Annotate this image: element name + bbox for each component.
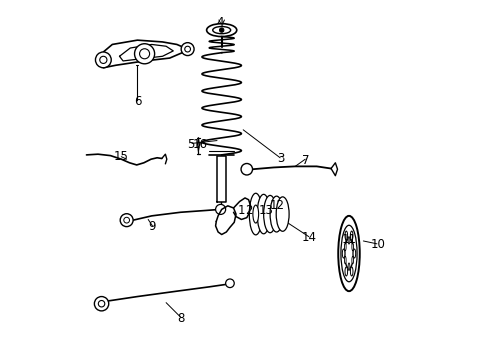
Ellipse shape <box>276 197 289 231</box>
Circle shape <box>185 46 191 52</box>
Circle shape <box>100 56 107 63</box>
Text: 7: 7 <box>302 154 310 167</box>
Text: 9: 9 <box>148 220 155 233</box>
Text: 13: 13 <box>259 204 274 217</box>
Ellipse shape <box>270 196 283 232</box>
Circle shape <box>225 279 234 288</box>
Ellipse shape <box>344 256 346 264</box>
Text: 8: 8 <box>177 311 184 325</box>
Ellipse shape <box>344 243 346 251</box>
Ellipse shape <box>249 193 262 235</box>
Circle shape <box>95 297 109 311</box>
Text: 14: 14 <box>302 231 317 244</box>
Ellipse shape <box>343 249 345 258</box>
Circle shape <box>220 28 224 32</box>
Circle shape <box>96 52 111 68</box>
Text: 1: 1 <box>238 204 245 217</box>
Polygon shape <box>234 198 250 220</box>
Ellipse shape <box>350 267 353 276</box>
Ellipse shape <box>353 249 356 258</box>
Text: 15: 15 <box>114 150 129 163</box>
Ellipse shape <box>345 231 347 240</box>
Text: 11: 11 <box>342 233 357 246</box>
Text: 10: 10 <box>370 238 385 251</box>
Ellipse shape <box>352 243 354 251</box>
Circle shape <box>181 42 194 55</box>
Polygon shape <box>216 206 236 234</box>
Circle shape <box>135 44 155 64</box>
Circle shape <box>140 49 149 59</box>
Circle shape <box>98 301 105 307</box>
Ellipse shape <box>213 27 231 34</box>
Text: 6: 6 <box>134 95 141 108</box>
Ellipse shape <box>207 24 237 37</box>
Ellipse shape <box>257 194 270 234</box>
Ellipse shape <box>348 237 350 244</box>
Text: 4: 4 <box>216 16 223 29</box>
Ellipse shape <box>341 225 357 282</box>
Ellipse shape <box>264 195 276 233</box>
Circle shape <box>120 214 133 226</box>
Circle shape <box>124 217 129 223</box>
Text: 2: 2 <box>245 204 252 217</box>
Text: 5: 5 <box>188 138 195 150</box>
Circle shape <box>241 163 252 175</box>
Ellipse shape <box>345 267 347 276</box>
Text: 12: 12 <box>270 199 285 212</box>
Ellipse shape <box>338 216 360 291</box>
Ellipse shape <box>352 256 354 264</box>
Ellipse shape <box>348 263 350 270</box>
Text: 16: 16 <box>193 138 208 150</box>
Ellipse shape <box>253 205 259 223</box>
Text: 3: 3 <box>277 152 285 165</box>
Circle shape <box>216 204 225 215</box>
Ellipse shape <box>344 238 353 269</box>
Ellipse shape <box>350 231 353 240</box>
